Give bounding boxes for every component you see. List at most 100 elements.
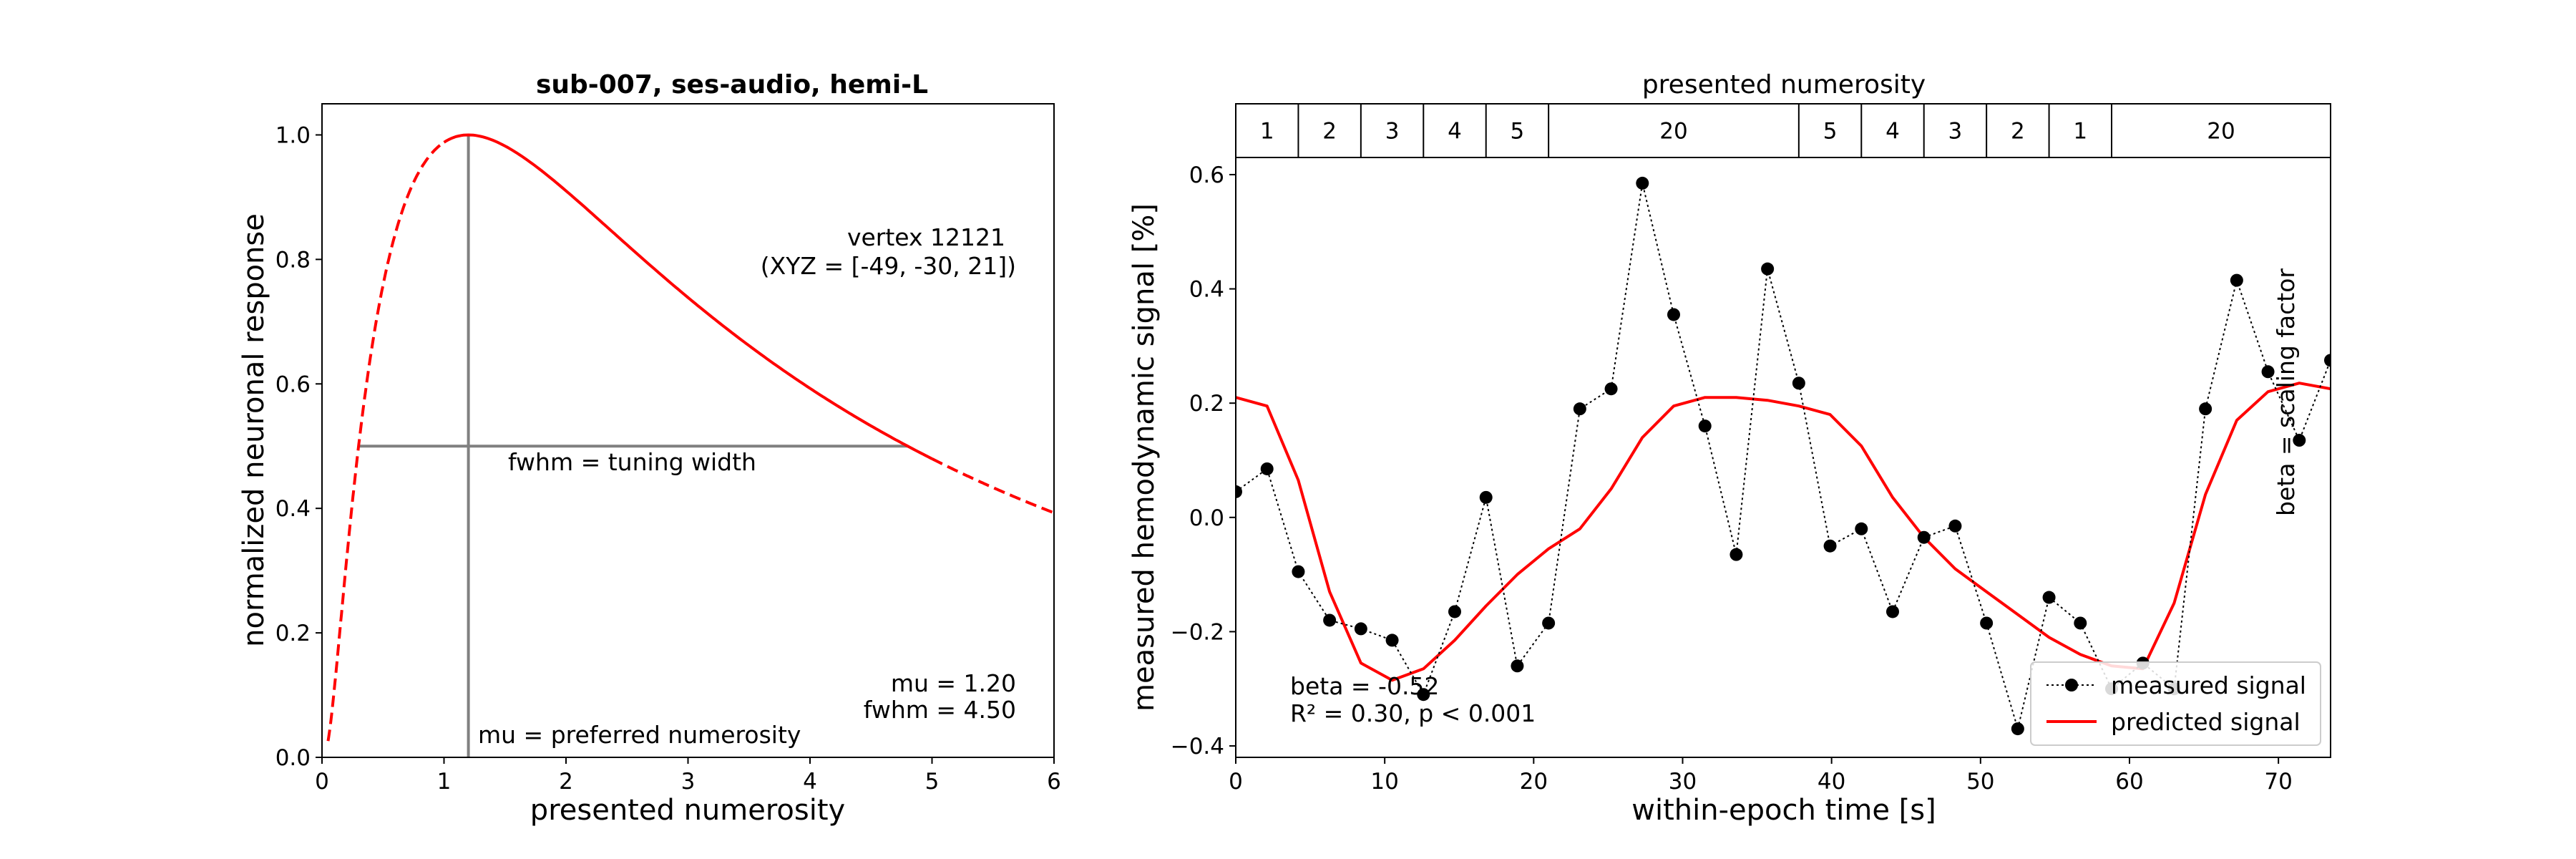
right-plot-frame [1235,157,2331,758]
measured-signal-point [1855,522,1868,535]
numerosity-block-label: 5 [1823,119,1838,145]
tuning-curve-fitted [443,133,933,460]
left-x-tick-label: 2 [559,769,573,795]
numerosity-block-label: 20 [2207,119,2235,145]
left-y-tick-label: 0.2 [275,621,311,646]
right-x-tick-label: 20 [1520,769,1548,795]
right-ticks: 0 10 20 30 40 50 60 70 −0.4 −0.2 0.0 0.2 0.4 0.6 [1171,162,2293,795]
numerosity-block-label: 1 [1260,119,1274,145]
right-x-tick-label: 40 [1818,769,1845,795]
numerosity-strip-frame [1235,103,2331,158]
measured-signal-point [1542,616,1556,630]
right-x-axis-label: within-epoch time [s] [1631,794,1936,827]
numerosity-block-label: 2 [1322,119,1337,145]
left-x-tick-label: 5 [925,769,940,795]
tuning-curve-low-extrapolation [326,141,445,742]
right-x-tick-label: 70 [2264,769,2292,795]
measured-signal-point [1479,490,1493,504]
left-x-tick-label: 4 [803,769,817,795]
measured-signal-point [2011,722,2024,736]
right-x-tick-label: 60 [2115,769,2143,795]
right-y-axis-label: measured hemodynamic signal [%] [1128,203,1161,712]
measured-signal-point [1292,565,1305,578]
measured-signal-point [2293,434,2306,447]
left-plot-frame [321,103,1055,758]
left-ticks: 0 1 2 3 4 5 6 0.0 0.2 0.4 0.6 0.8 1.0 [275,122,1061,795]
measured-signal-point [1886,605,1899,618]
fwhm-description: fwhm = tuning width [508,448,756,476]
left-y-axis-label: normalized neuronal response [238,213,270,647]
numerosity-strip: 1 2 3 4 5 20 5 4 3 2 1 20 [1235,103,2331,158]
measured-signal-point [2042,591,2056,604]
measured-signal-point [1260,462,1274,475]
right-x-tick-label: 10 [1370,769,1398,795]
right-panel: presented numerosity 1 2 3 4 5 20 5 4 3 2 1 20 0 10 2… [1128,70,2331,827]
numerosity-block-label: 1 [2073,119,2087,145]
xyz-label: (XYZ = [-49, -30, 21]) [761,252,1016,280]
left-y-tick-label: 0.4 [275,496,311,522]
left-y-tick-label: 1.0 [275,122,311,148]
predicted-series [1236,382,2331,682]
mu-description: mu = preferred numerosity [478,721,801,749]
left-y-tick-label: 0.0 [275,745,311,771]
measured-signal-line [1236,183,2331,732]
left-x-tick-label: 1 [437,769,452,795]
measured-signal-point [1385,634,1399,647]
right-y-tick-label: 0.2 [1189,391,1224,417]
mu-value: mu = 1.20 [891,669,1016,697]
left-x-tick-label: 3 [681,769,696,795]
measured-signal-point [1511,659,1524,673]
numerosity-block-label: 2 [2011,119,2025,145]
numerosity-block-label: 3 [1948,119,1963,145]
right-y-tick-label: 0.6 [1189,162,1224,188]
measured-signal-point [1323,613,1337,627]
right-x-tick-label: 0 [1229,769,1243,795]
right-x-tick-label: 50 [1966,769,1994,795]
measured-signal-point [1354,622,1367,636]
measured-signal-point [1604,382,1618,396]
left-panel: sub-007, ses-audio, hemi-L 0 1 2 3 4 5 6 0.0 0.2… [238,70,1061,827]
tuning-curve [326,133,1055,742]
measured-signal-point [1980,616,1994,630]
numerosity-block-label: 4 [1885,119,1900,145]
tuning-curve-high-extrapolation [931,457,1055,515]
legend-predicted-label: predicted signal [2111,708,2301,736]
fit-stats: R² = 0.30, p < 0.001 [1290,699,1536,727]
measured-signal-point [2261,365,2275,379]
measured-signal-point [1236,485,1242,498]
tuning-guides [358,135,908,757]
numerosity-block-label: 20 [1659,119,1687,145]
right-chart-title: presented numerosity [1642,70,1926,100]
left-chart-title: sub-007, ses-audio, hemi-L [536,70,928,100]
measured-signal-point [1698,419,1712,433]
left-y-tick-label: 0.6 [275,372,311,397]
measured-signal-point [2199,402,2212,416]
beta-description: beta = scaling factor [2272,268,2300,516]
numerosity-block-label: 3 [1385,119,1400,145]
measured-signal-point [2324,354,2331,367]
measured-signal-point [1667,308,1680,321]
predicted-signal-line [1236,382,2331,682]
left-x-tick-label: 6 [1047,769,1061,795]
legend-measured-label: measured signal [2111,671,2306,699]
measured-signal-point [2230,273,2243,287]
numerosity-block-label: 5 [1511,119,1525,145]
legend-box [2030,661,2321,746]
measured-signal-point [1636,176,1649,190]
right-y-tick-label: −0.4 [1171,734,1224,759]
left-x-axis-label: presented numerosity [530,794,845,827]
fwhm-value: fwhm = 4.50 [864,696,1016,724]
legend: measured signal predicted signal [2030,661,2321,746]
right-y-tick-label: 0.4 [1189,277,1224,303]
right-y-tick-label: 0.0 [1189,505,1224,531]
measured-signal-point [2074,616,2087,630]
right-y-tick-label: −0.2 [1171,619,1224,645]
measured-signal-point [1448,605,1461,618]
measured-signal-point [1917,530,1931,544]
beta-value: beta = -0.52 [1290,672,1439,700]
left-y-tick-label: 0.8 [275,247,311,273]
measured-signal-point [1417,688,1430,702]
measured-signal-point [1573,402,1586,416]
vertex-label: vertex 12121 [847,223,1005,251]
